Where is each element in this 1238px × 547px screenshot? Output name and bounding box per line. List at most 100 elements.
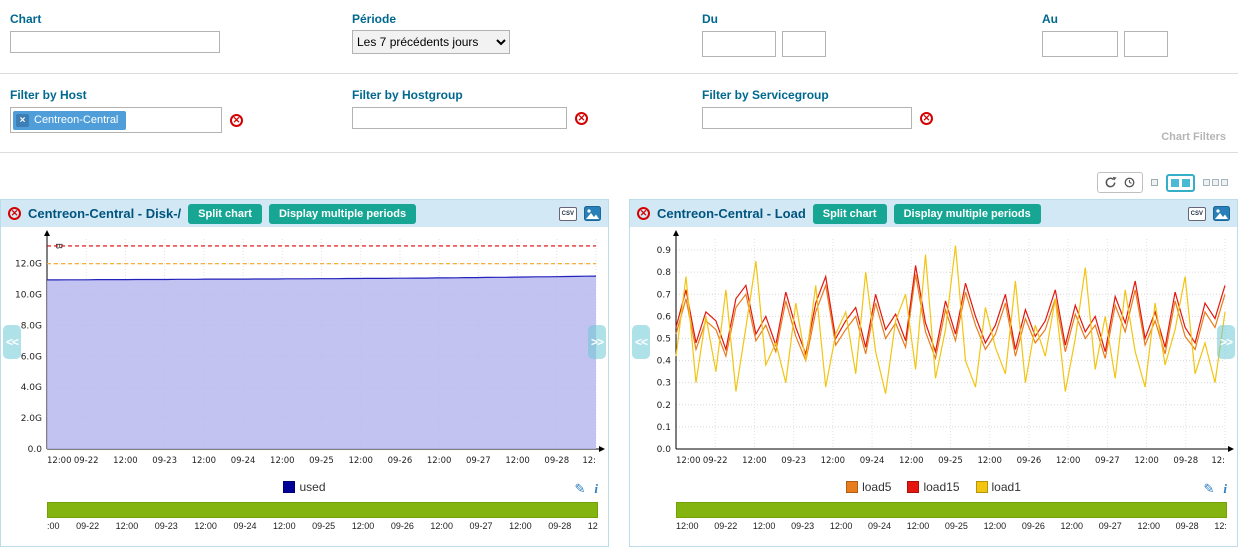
du-date-input[interactable] — [702, 31, 776, 57]
chart-filter-group: Chart — [10, 12, 220, 53]
svg-text:12:00: 12:00 — [676, 456, 701, 466]
legend-label: load1 — [991, 480, 1021, 494]
export-csv-icon[interactable]: CSV — [558, 206, 577, 221]
servicegroup-filter-input[interactable] — [702, 107, 912, 129]
chart-legend: load5 load15 load1 — [630, 477, 1237, 497]
clear-servicegroup-filter-button[interactable]: ✕ — [920, 111, 933, 125]
auto-refresh-icon[interactable] — [1123, 176, 1136, 189]
legend-item[interactable]: used — [283, 480, 326, 494]
periode-filter-group: Période Les 7 précédents jours — [352, 12, 510, 54]
filters-divider-1 — [0, 73, 1238, 74]
disk-plot-area: 0.0 2.0G 4.0G 6.0G 8.0G 10.0G 12.0G 12:00 09-22 1… — [1, 227, 608, 477]
chart-panel-disk: ✕ Centreon-Central - Disk-/ Split chart … — [0, 199, 609, 547]
timeline-tick-label: 09-28 — [1175, 521, 1199, 531]
svg-text:12:00: 12:00 — [821, 456, 846, 466]
scroll-period-right-button[interactable]: >> — [1216, 325, 1235, 359]
filter-host-input[interactable]: × Centreon-Central — [10, 107, 222, 133]
close-chart-button[interactable]: ✕ — [8, 207, 21, 220]
svg-text:12:00: 12:00 — [977, 456, 1002, 466]
host-filter-label: Filter by Host — [10, 88, 87, 102]
periode-select[interactable]: Les 7 précédents jours — [352, 30, 510, 54]
svg-text:12:00: 12:00 — [742, 456, 767, 466]
clear-hostgroup-filter-button[interactable]: ✕ — [575, 111, 588, 125]
timeline-tick-label: 09-27 — [469, 521, 493, 531]
split-chart-button[interactable]: Split chart — [812, 203, 887, 224]
legend-label: load15 — [923, 480, 960, 494]
refresh-icon[interactable] — [1104, 176, 1117, 189]
timeline-tick-label: :00 — [47, 521, 60, 531]
split-chart-button[interactable]: Split chart — [188, 203, 262, 224]
servicegroup-filter-group: Filter by Servicegroup ✕ — [702, 88, 933, 129]
scroll-period-left-button[interactable]: << — [3, 325, 22, 359]
timeline-tick-label: 12:00 — [351, 521, 375, 531]
svg-text:12:00: 12:00 — [348, 456, 373, 466]
au-filter-group: Au — [1042, 12, 1169, 57]
export-csv-icon[interactable]: CSV — [1187, 206, 1206, 221]
hostgroup-filter-group: Filter by Hostgroup ✕ — [352, 88, 588, 129]
au-time-input[interactable] — [1124, 31, 1169, 57]
svg-text:12:00: 12:00 — [192, 456, 217, 466]
load-plot-area: 0.0 0.1 0.2 0.3 0.4 0.5 0.6 0.7 0.8 0.9 12:00 09-22… — [630, 227, 1237, 477]
svg-text:09-22: 09-22 — [703, 456, 728, 466]
au-date-input[interactable] — [1042, 31, 1118, 57]
layout-three-columns-icon[interactable] — [1203, 179, 1228, 186]
export-image-icon[interactable] — [1213, 206, 1230, 221]
export-image-icon[interactable] — [584, 206, 601, 221]
edit-pencil-icon[interactable]: ✎ — [1203, 481, 1215, 496]
legend-item[interactable]: load1 — [975, 480, 1021, 494]
display-multiple-periods-button[interactable]: Display multiple periods — [893, 203, 1041, 224]
status-timeline-bar[interactable] — [47, 502, 598, 518]
clear-host-filter-button[interactable]: ✕ — [230, 113, 243, 127]
svg-text:12:00: 12:00 — [1056, 456, 1081, 466]
svg-text:8.0G: 8.0G — [21, 321, 42, 331]
chart-filters-section-title: Chart Filters — [1161, 131, 1226, 143]
timeline-tick-label: 12:00 — [983, 521, 1007, 531]
view-toolbar — [1097, 172, 1228, 193]
svg-text:09-27: 09-27 — [466, 456, 491, 466]
svg-text:10.0G: 10.0G — [15, 291, 42, 301]
timeline-labels: 12:00 09-22 12:00 09-23 12:00 09-24 12:00 09-25… — [676, 521, 1227, 531]
du-time-input[interactable] — [782, 31, 827, 57]
layout-two-columns-icon[interactable] — [1166, 173, 1195, 192]
timeline-tick-label: 12:00 — [1060, 521, 1084, 531]
info-icon[interactable]: i — [594, 481, 598, 496]
scroll-period-left-button[interactable]: << — [632, 325, 651, 359]
svg-text:12:00: 12:00 — [47, 456, 72, 466]
chart-title: Centreon-Central - Load — [657, 206, 806, 221]
remove-tag-icon[interactable]: × — [16, 113, 29, 127]
chart-filter-label: Chart — [10, 12, 42, 26]
close-chart-button[interactable]: ✕ — [637, 207, 650, 220]
svg-text:12.0G: 12.0G — [15, 260, 42, 270]
timeline-tick-label: 12:00 — [115, 521, 139, 531]
timeline-tick-label: 12:00 — [430, 521, 453, 531]
host-tag-chip[interactable]: × Centreon-Central — [13, 110, 127, 130]
status-timeline-bar[interactable] — [676, 502, 1227, 518]
refresh-controls — [1097, 172, 1143, 193]
timeline-tick-label: 09-24 — [868, 521, 892, 531]
svg-text:0.7: 0.7 — [657, 290, 671, 300]
chart-filter-input[interactable] — [10, 31, 220, 53]
info-icon[interactable]: i — [1223, 481, 1227, 496]
timeline-tick-label: 12:00 — [829, 521, 853, 531]
svg-text:4.0G: 4.0G — [21, 383, 42, 393]
svg-text:09-28: 09-28 — [1173, 456, 1198, 466]
svg-text:6.0G: 6.0G — [21, 352, 42, 362]
chart-mini-actions: ✎ i — [1203, 481, 1227, 497]
legend-color-swatch — [283, 481, 296, 493]
svg-text:0.9: 0.9 — [657, 246, 672, 256]
legend-item[interactable]: load15 — [907, 480, 960, 494]
legend-item[interactable]: load5 — [846, 480, 891, 494]
timeline-tick-label: 09-26 — [390, 521, 414, 531]
svg-text:0.5: 0.5 — [657, 334, 671, 344]
scroll-period-right-button[interactable]: >> — [587, 325, 606, 359]
host-tag-label: Centreon-Central — [34, 114, 119, 126]
hostgroup-filter-input[interactable] — [352, 107, 567, 129]
svg-text:09-24: 09-24 — [231, 456, 256, 466]
timeline-tick-label: 09-27 — [1098, 521, 1122, 531]
layout-one-column-icon[interactable] — [1151, 179, 1158, 186]
display-multiple-periods-button[interactable]: Display multiple periods — [268, 203, 417, 224]
hostgroup-filter-label: Filter by Hostgroup — [352, 88, 463, 102]
edit-pencil-icon[interactable]: ✎ — [574, 481, 586, 496]
svg-text:12:: 12: — [582, 456, 596, 466]
